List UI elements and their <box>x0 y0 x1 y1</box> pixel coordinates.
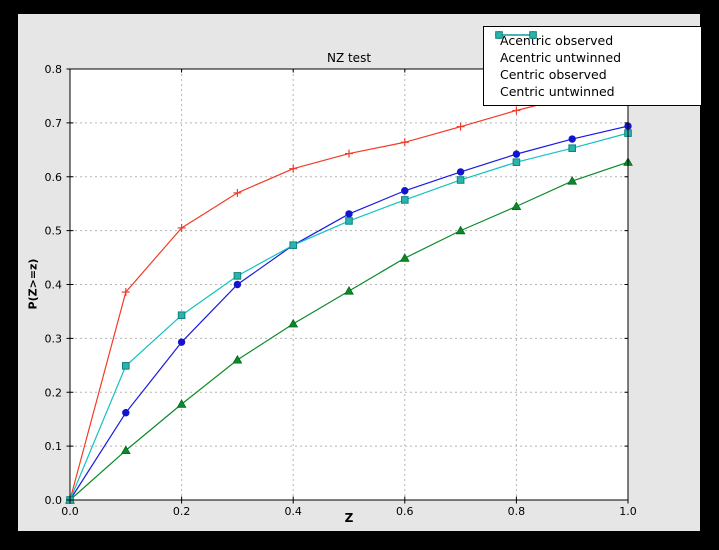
y-tick-label: 0.6 <box>45 171 63 184</box>
plot-area <box>70 69 628 500</box>
legend-label-centric-observed: Centric observed <box>500 67 607 82</box>
data-point-square <box>456 176 465 184</box>
data-point-square <box>529 31 537 39</box>
data-point-triangle <box>120 445 131 455</box>
legend-item-centric-observed: Centric observed <box>490 31 697 83</box>
data-point-square <box>401 196 409 204</box>
data-point-square <box>345 217 353 225</box>
nz-test-chart: 0.0 0.2 0.4 0.6 0.8 1.0 0.0 0.1 0.2 0.3 0.4 0.5 0.6 0… <box>45 63 637 518</box>
y-tick-label: 0.0 <box>45 494 63 507</box>
data-point-triangle <box>455 225 466 235</box>
y-axis-label: P(Z>=z) <box>26 258 40 310</box>
data-point-square <box>495 31 503 39</box>
x-tick-label: 0.0 <box>61 505 79 518</box>
y-tick-label: 0.3 <box>45 332 63 345</box>
y-tick-label: 0.5 <box>45 225 63 238</box>
x-tick-label: 0.8 <box>508 505 526 518</box>
data-point-circle <box>233 280 242 289</box>
legend-label-acentric-untwinned: Acentric untwinned <box>500 50 622 65</box>
series-centric-untwinned <box>66 129 632 504</box>
data-point-square <box>122 362 130 370</box>
data-point-triangle <box>399 253 410 262</box>
legend-label-acentric-observed: Acentric observed <box>500 33 614 48</box>
y-tick-label: 0.2 <box>45 386 63 399</box>
x-axis-label: Z <box>344 511 354 525</box>
data-point-circle <box>345 210 353 218</box>
data-point-circle <box>177 338 186 346</box>
data-point-triangle <box>511 201 522 210</box>
y-tick-label: 0.1 <box>45 440 63 453</box>
data-point-square <box>568 144 577 152</box>
legend-box: Acentric observed Acentric untwinned Centr… <box>483 26 702 106</box>
data-point-triangle <box>567 176 578 185</box>
x-tick-label: 0.4 <box>284 505 302 518</box>
data-point-circle <box>401 187 409 195</box>
data-point-triangle <box>344 285 354 295</box>
legend-item-centric-untwinned: Centric untwinned <box>490 31 697 100</box>
x-tick-label: 0.6 <box>396 505 414 518</box>
data-point-triangle <box>232 354 243 364</box>
data-point-square <box>233 272 242 280</box>
x-tick-label: 1.0 <box>619 505 637 518</box>
data-point-square <box>177 311 186 320</box>
y-tick-label: 0.4 <box>45 279 63 292</box>
data-point-circle <box>122 409 130 417</box>
y-tick-label: 0.7 <box>45 117 63 130</box>
data-point-triangle <box>288 318 299 328</box>
legend-sample-centric-untwinned <box>495 31 537 39</box>
legend-item-acentric-untwinned: Acentric untwinned <box>490 34 697 66</box>
data-point-circle <box>456 168 465 176</box>
y-tick-label: 0.8 <box>45 63 63 76</box>
chart-title: NZ test <box>326 51 372 65</box>
data-point-triangle <box>176 399 187 408</box>
data-point-square <box>512 158 521 167</box>
data-point-square <box>289 241 297 249</box>
legend-label-centric-untwinned: Centric untwinned <box>500 84 615 99</box>
tick-labels: 0.0 0.2 0.4 0.6 0.8 1.0 0.0 0.1 0.2 0.3 0.4 0.5 0.6 0… <box>45 63 637 518</box>
data-point-circle <box>512 150 521 158</box>
x-tick-label: 0.2 <box>173 505 191 518</box>
data-point-circle <box>568 135 576 143</box>
figure-canvas: 0.0 0.2 0.4 0.6 0.8 1.0 0.0 0.1 0.2 0.3 0.4 0.5 0.6 0… <box>18 14 702 531</box>
